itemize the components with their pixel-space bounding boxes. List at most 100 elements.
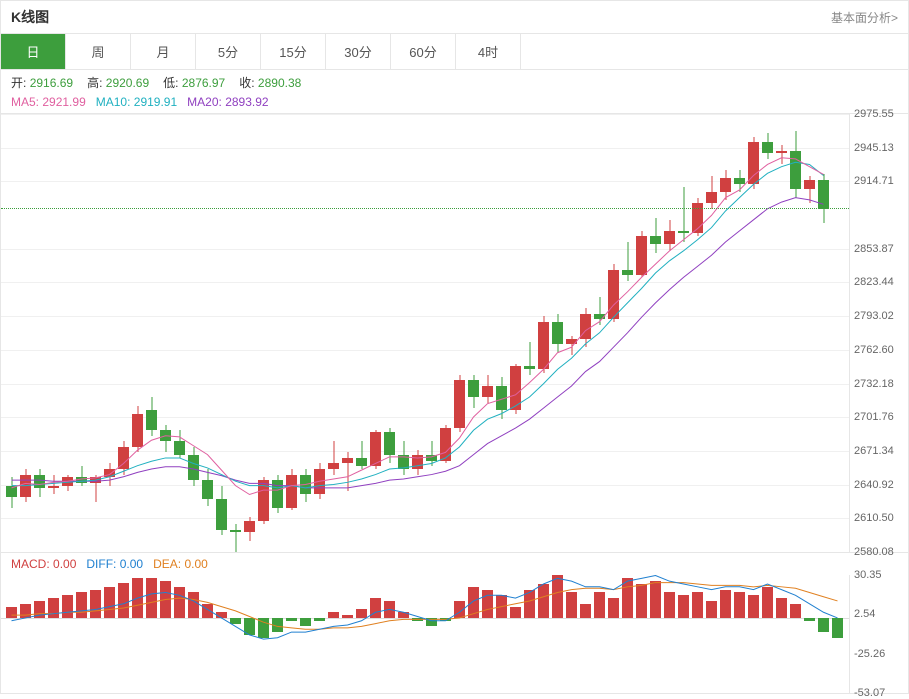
candle[interactable]: [62, 475, 73, 492]
high-label: 高:: [87, 76, 102, 90]
candle[interactable]: [790, 131, 801, 197]
candle[interactable]: [664, 220, 675, 251]
macd-bar: [398, 612, 409, 618]
candle[interactable]: [244, 517, 255, 541]
fundamental-link[interactable]: 基本面分析>: [831, 9, 898, 26]
macd-bar: [552, 575, 563, 617]
chart-header: K线图 基本面分析>: [1, 1, 908, 34]
macd-bar: [356, 609, 367, 617]
price-chart[interactable]: 2890.38: [1, 114, 850, 552]
macd-bar: [146, 578, 157, 618]
macd-bar: [566, 592, 577, 617]
candle[interactable]: [538, 316, 549, 372]
candle[interactable]: [188, 447, 199, 486]
candle[interactable]: [258, 477, 269, 525]
tab-60分[interactable]: 60分: [391, 34, 456, 69]
tab-15分[interactable]: 15分: [261, 34, 326, 69]
macd-y-tick: -25.26: [854, 648, 885, 660]
candle[interactable]: [132, 406, 143, 453]
candle[interactable]: [762, 133, 773, 158]
macd-y-tick: -53.07: [854, 687, 885, 699]
candle[interactable]: [482, 375, 493, 403]
y-tick: 2762.60: [854, 344, 894, 356]
candle[interactable]: [734, 170, 745, 192]
candle[interactable]: [328, 441, 339, 474]
candle[interactable]: [314, 463, 325, 498]
macd-bar: [118, 583, 129, 618]
candle[interactable]: [384, 428, 395, 463]
macd-bar: [230, 618, 241, 624]
candle[interactable]: [426, 441, 437, 465]
candle[interactable]: [720, 170, 731, 200]
candle[interactable]: [692, 198, 703, 237]
macd-chart[interactable]: [1, 575, 850, 693]
price-y-axis: 2975.552945.132914.712853.872823.442793.…: [850, 114, 908, 552]
candle[interactable]: [650, 218, 661, 253]
candle[interactable]: [636, 231, 647, 278]
tab-日[interactable]: 日: [1, 34, 66, 69]
candle[interactable]: [804, 176, 815, 204]
tab-4时[interactable]: 4时: [456, 34, 521, 69]
macd-bar: [636, 584, 647, 618]
ma5-indicator: MA5: 2921.99: [11, 95, 86, 109]
candle[interactable]: [398, 441, 409, 474]
candle[interactable]: [216, 486, 227, 536]
candle[interactable]: [300, 469, 311, 502]
ma20-indicator: MA20: 2893.92: [187, 95, 268, 109]
candle[interactable]: [594, 297, 605, 325]
close-value: 2890.38: [258, 76, 301, 90]
candle[interactable]: [552, 314, 563, 353]
tab-月[interactable]: 月: [131, 34, 196, 69]
candle[interactable]: [48, 475, 59, 495]
macd-chart-area[interactable]: 30.352.54-25.26-53.07: [1, 575, 908, 693]
candle[interactable]: [230, 524, 241, 552]
candle[interactable]: [580, 308, 591, 347]
candle[interactable]: [118, 441, 129, 474]
tab-5分[interactable]: 5分: [196, 34, 261, 69]
macd-bar: [524, 590, 535, 618]
candle[interactable]: [202, 469, 213, 506]
candle[interactable]: [622, 242, 633, 281]
candle[interactable]: [6, 477, 17, 508]
candle[interactable]: [706, 176, 717, 209]
macd-bar: [328, 612, 339, 618]
macd-bar: [342, 615, 353, 618]
candle[interactable]: [286, 469, 297, 510]
tab-周[interactable]: 周: [66, 34, 131, 69]
candle[interactable]: [90, 475, 101, 503]
macd-bar: [426, 618, 437, 626]
candle[interactable]: [160, 425, 171, 453]
macd-bar: [650, 581, 661, 618]
candle[interactable]: [412, 450, 423, 474]
candle[interactable]: [34, 469, 45, 497]
candle[interactable]: [342, 452, 353, 491]
macd-bar: [384, 601, 395, 618]
candle[interactable]: [174, 430, 185, 458]
candle[interactable]: [272, 475, 283, 514]
tab-30分[interactable]: 30分: [326, 34, 391, 69]
macd-y-tick: 30.35: [854, 569, 882, 581]
macd-bar: [692, 592, 703, 617]
candle[interactable]: [678, 187, 689, 242]
macd-bar: [160, 581, 171, 618]
candle[interactable]: [818, 174, 829, 223]
candle[interactable]: [454, 375, 465, 433]
candle[interactable]: [496, 377, 507, 419]
price-chart-area[interactable]: 2890.38 2975.552945.132914.712853.872823…: [1, 113, 908, 551]
candle[interactable]: [510, 364, 521, 414]
candle[interactable]: [20, 469, 31, 502]
candle[interactable]: [440, 425, 451, 464]
candle[interactable]: [524, 342, 535, 375]
candle[interactable]: [356, 441, 367, 469]
candle[interactable]: [76, 466, 87, 486]
candle[interactable]: [566, 336, 577, 355]
candle[interactable]: [748, 137, 759, 189]
candle[interactable]: [146, 397, 157, 436]
candle[interactable]: [468, 375, 479, 408]
candle[interactable]: [776, 145, 787, 165]
open-value: 2916.69: [30, 76, 73, 90]
candle[interactable]: [370, 430, 381, 469]
candle[interactable]: [608, 264, 619, 322]
macd-bar: [832, 618, 843, 638]
candle[interactable]: [104, 463, 115, 485]
